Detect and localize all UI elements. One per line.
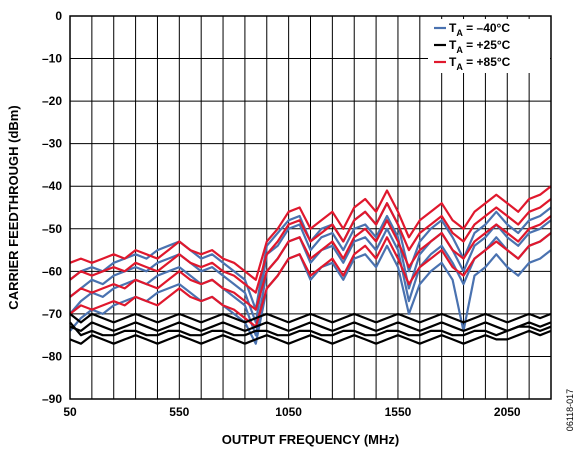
y-tick-label: –70 <box>42 307 62 321</box>
legend-entry: TA = +25°C <box>449 38 511 55</box>
x-tick-labels: 50 550 1050 1550 2050 <box>63 405 521 419</box>
x-tick-label: 50 <box>63 405 77 419</box>
legend-background <box>428 19 550 73</box>
legend-entry: TA = +85°C <box>449 55 511 72</box>
figure-id: 06118-017 <box>565 389 575 431</box>
plot-curves <box>69 185 552 345</box>
legend-entry: TA = –40°C <box>449 21 510 38</box>
y-tick-labels: 0 –10 –20 –30 –40 –50 –60 –70 –80 –90 <box>42 9 62 406</box>
x-tick-label: 550 <box>169 405 189 419</box>
series-1-curve-0 <box>69 321 552 332</box>
series-2-curve-3 <box>69 232 552 328</box>
y-tick-label: –40 <box>42 179 62 193</box>
y-tick-label: –80 <box>42 349 62 363</box>
y-axis-title: CARRIER FEEDTHROUGH (dBm) <box>6 105 21 309</box>
x-tick-label: 1550 <box>385 405 412 419</box>
y-tick-label: –30 <box>42 137 62 151</box>
series-0-curve-1 <box>69 227 552 337</box>
y-tick-label: –20 <box>42 94 62 108</box>
legend: TA = –40°CTA = +25°CTA = +85°C <box>428 19 550 73</box>
y-tick-label: 0 <box>55 9 62 23</box>
x-tick-label: 2050 <box>494 405 521 419</box>
x-axis-title: OUTPUT FREQUENCY (MHz) <box>222 432 399 447</box>
series-1-curve-3 <box>69 321 552 337</box>
plot-frame <box>69 15 552 400</box>
series-2-curve-2 <box>69 215 552 311</box>
y-tick-label: –10 <box>42 52 62 66</box>
series-0-curve-2 <box>69 244 552 345</box>
y-tick-label: –50 <box>42 222 62 236</box>
series-1-curve-1 <box>69 312 552 324</box>
y-tick-label: –90 <box>42 392 62 406</box>
series-1-curve-2 <box>69 329 552 345</box>
y-tick-label: –60 <box>42 264 62 278</box>
series-2-curve-1 <box>69 198 552 294</box>
x-tick-label: 1050 <box>275 405 302 419</box>
series-2-curve-0 <box>69 185 552 281</box>
